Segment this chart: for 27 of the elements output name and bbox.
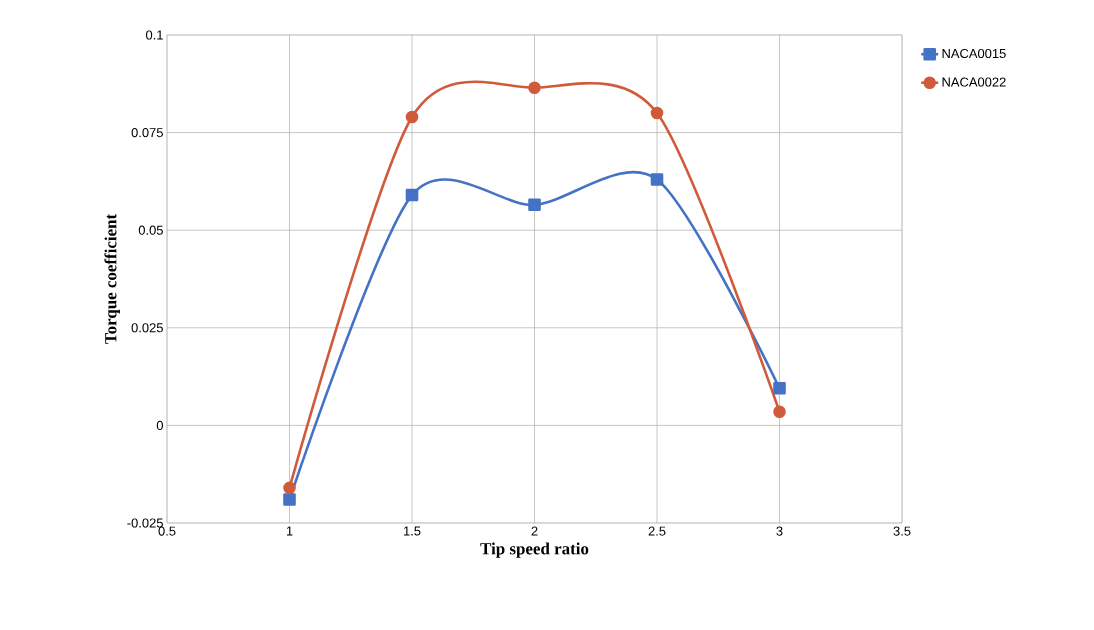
x-tick-label: 3.5 bbox=[893, 526, 911, 536]
x-tick-label: 1 bbox=[286, 526, 293, 536]
point bbox=[650, 106, 664, 120]
legend-label: NACA0015 bbox=[942, 48, 1006, 59]
x-tick-label: 0.5 bbox=[158, 526, 176, 536]
point bbox=[773, 381, 786, 395]
y-tick-label: -0.025 bbox=[127, 518, 163, 528]
point bbox=[528, 198, 541, 212]
point bbox=[283, 493, 296, 506]
y-axis-title: Torque coefficient bbox=[104, 213, 120, 344]
point bbox=[528, 81, 541, 94]
x-tick-label: 2 bbox=[531, 526, 538, 536]
point bbox=[405, 188, 419, 202]
x-axis-title: Tip speed ratio bbox=[480, 542, 589, 558]
y-tick-label: 0.075 bbox=[131, 127, 163, 138]
y-tick-label: 0 bbox=[156, 420, 163, 430]
y-tick-label: 0.025 bbox=[131, 323, 163, 333]
x-tick-label: 3 bbox=[776, 526, 783, 536]
x-tick-label: 1.5 bbox=[403, 526, 421, 536]
y-tick-label: 0.1 bbox=[145, 30, 163, 40]
y-tick-label: 0.05 bbox=[138, 225, 163, 235]
point bbox=[773, 405, 786, 419]
x-tick-label: 2.5 bbox=[648, 526, 666, 536]
legend-label: NACA0022 bbox=[942, 77, 1006, 87]
point bbox=[405, 110, 419, 124]
point bbox=[283, 481, 296, 495]
point bbox=[650, 173, 664, 186]
